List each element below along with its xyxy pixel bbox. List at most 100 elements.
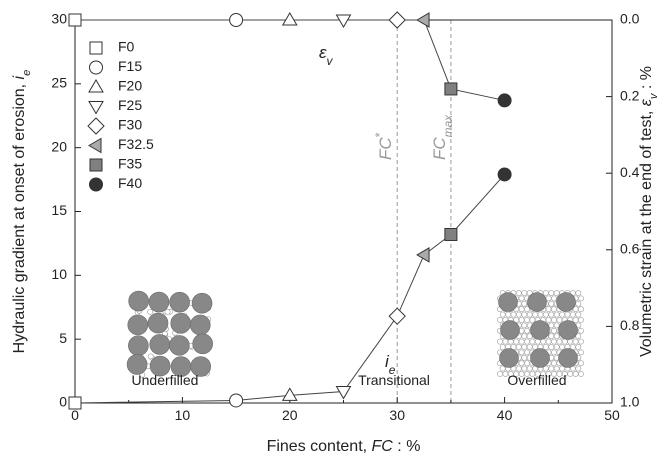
large-grain bbox=[530, 320, 550, 340]
reference-label-fc-max: FCmax bbox=[430, 114, 455, 160]
point-ev-f20 bbox=[281, 12, 298, 26]
small-grain bbox=[521, 290, 528, 296]
small-grain bbox=[561, 338, 568, 345]
small-grain bbox=[578, 306, 584, 313]
small-grain bbox=[553, 333, 560, 340]
series-line-ev bbox=[75, 19, 505, 101]
large-grain bbox=[128, 335, 149, 356]
large-grain bbox=[530, 348, 550, 368]
point-ie-f40 bbox=[497, 167, 512, 182]
small-grain bbox=[548, 365, 555, 372]
y-tick-label: 0 bbox=[59, 394, 67, 410]
small-grain bbox=[505, 311, 511, 318]
large-grain bbox=[169, 335, 190, 356]
small-grain bbox=[545, 338, 552, 345]
y2-tick-label: 0.2 bbox=[620, 87, 640, 103]
large-grain bbox=[558, 320, 578, 340]
small-grain bbox=[559, 311, 565, 318]
y2-tick-label: 0.0 bbox=[620, 11, 640, 27]
legend-label-f40: F40 bbox=[118, 175, 142, 191]
small-grain bbox=[521, 333, 528, 340]
x-tick-label: 0 bbox=[71, 407, 79, 423]
small-grain bbox=[564, 311, 571, 318]
point-ev-f32-5 bbox=[416, 12, 430, 28]
small-grain bbox=[518, 317, 525, 323]
x-tick-label: 40 bbox=[497, 407, 513, 423]
small-grain bbox=[537, 311, 544, 318]
small-grain bbox=[551, 349, 557, 356]
underfilled-illustration bbox=[126, 290, 213, 378]
y2-tick-label: 0.8 bbox=[620, 317, 640, 333]
small-grain bbox=[578, 360, 584, 367]
point-ie-f30 bbox=[388, 307, 406, 325]
small-grain bbox=[540, 338, 547, 345]
small-grain bbox=[545, 317, 552, 323]
small-grain bbox=[548, 290, 555, 296]
small-grain bbox=[507, 338, 514, 345]
y-axis-title: Hydraulic gradient at onset of erosion, … bbox=[11, 70, 33, 354]
small-grain bbox=[518, 295, 525, 302]
point-ev-f30 bbox=[388, 11, 406, 29]
legend-marker-f40 bbox=[89, 177, 103, 192]
y2-axis-title: Volumetric strain at the end of test, εv… bbox=[638, 66, 660, 357]
large-grain bbox=[148, 291, 170, 313]
small-grain bbox=[499, 311, 506, 318]
small-grain bbox=[529, 338, 536, 345]
point-ev-f35 bbox=[444, 82, 458, 96]
small-grain bbox=[551, 338, 557, 345]
y-tick-label: 15 bbox=[51, 202, 67, 218]
small-grain bbox=[545, 295, 552, 302]
large-grain bbox=[191, 292, 213, 314]
large-grain bbox=[149, 334, 171, 355]
small-grain bbox=[524, 360, 530, 367]
small-grain bbox=[551, 295, 557, 302]
series-label-ev: εv bbox=[319, 43, 333, 68]
x-axis-title: Fines content, FC : % bbox=[267, 438, 421, 455]
small-grain bbox=[526, 311, 533, 318]
small-grain bbox=[575, 311, 582, 318]
small-grain bbox=[543, 311, 549, 318]
small-grain bbox=[548, 333, 555, 340]
small-grain bbox=[518, 306, 525, 313]
small-grain bbox=[521, 322, 528, 329]
small-grain bbox=[551, 327, 557, 334]
legend-label-f15: F15 bbox=[118, 58, 142, 74]
small-grain bbox=[575, 365, 582, 372]
small-grain bbox=[497, 317, 503, 323]
small-grain bbox=[521, 300, 528, 307]
small-grain bbox=[521, 365, 528, 372]
small-grain bbox=[548, 300, 555, 307]
x-tick-label: 10 bbox=[175, 407, 191, 423]
small-grain bbox=[553, 322, 560, 329]
small-grain bbox=[570, 311, 576, 318]
small-grain bbox=[521, 311, 528, 318]
y-tick-label: 5 bbox=[59, 330, 67, 346]
large-grain bbox=[127, 314, 149, 336]
large-grain bbox=[500, 320, 520, 340]
small-grain bbox=[551, 360, 557, 367]
large-grain bbox=[527, 292, 547, 312]
legend-label-f25: F25 bbox=[118, 97, 142, 113]
x-tick-label: 30 bbox=[389, 407, 405, 423]
large-grain bbox=[147, 312, 169, 334]
legend-label-f0: F0 bbox=[118, 39, 135, 55]
data-points-layer bbox=[68, 11, 512, 410]
point-ev-f25 bbox=[335, 14, 352, 28]
small-grain bbox=[578, 371, 584, 377]
small-grain bbox=[553, 365, 560, 372]
small-grain bbox=[559, 344, 565, 350]
small-grain bbox=[499, 344, 506, 350]
legend: F0 F15 F20 F25 F30 F32.5 F35 F40 bbox=[87, 39, 154, 192]
small-grain bbox=[526, 344, 533, 350]
small-grain bbox=[513, 338, 520, 345]
small-grain bbox=[543, 344, 549, 350]
legend-marker-f30 bbox=[87, 117, 105, 135]
point-ev-f15 bbox=[229, 13, 244, 27]
large-grain bbox=[498, 292, 518, 312]
point-ie-f15 bbox=[229, 393, 244, 408]
small-grain bbox=[578, 338, 584, 345]
small-grain bbox=[567, 371, 574, 377]
series-label-ie: ie bbox=[385, 352, 396, 377]
legend-label-f30: F30 bbox=[118, 117, 142, 133]
large-grain bbox=[558, 348, 578, 368]
